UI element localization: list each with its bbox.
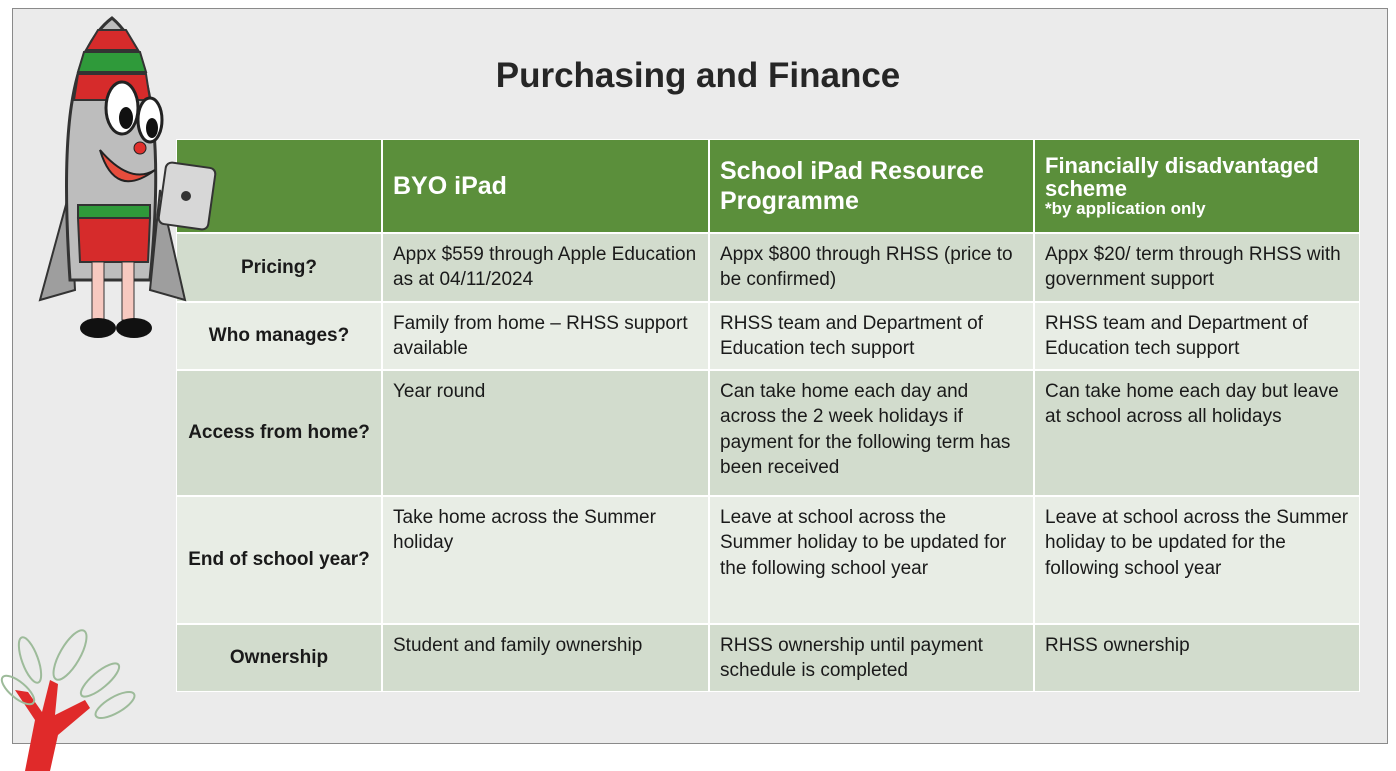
table-cell: RHSS team and Department of Education te… [710, 303, 1033, 369]
decoration [0, 16, 217, 771]
header-title: Financially disadvantaged scheme [1045, 152, 1319, 202]
rocket-stripe [77, 204, 151, 219]
leg [91, 261, 105, 321]
table-cell: Year round [383, 371, 708, 495]
table-cell: Family from home – RHSS support availabl… [383, 303, 708, 369]
header-note: *by application only [1045, 199, 1206, 219]
table-cell: RHSS ownership until payment schedule is… [710, 625, 1033, 691]
pupil [119, 107, 133, 129]
table-cell: RHSS ownership [1035, 625, 1359, 691]
header-cell: School iPad Resource Programme [710, 140, 1033, 232]
table-cell: Appx $800 through RHSS (price to be conf… [710, 234, 1033, 301]
table-cell: Student and family ownership [383, 625, 708, 691]
nose [133, 141, 147, 155]
table-cell: Can take home each day but leave at scho… [1035, 371, 1359, 495]
rocket-stripe [84, 29, 140, 51]
mouth [99, 149, 156, 183]
header-cell: BYO iPad [383, 140, 708, 232]
rocket-stripe [76, 217, 152, 263]
table-cell: Can take home each day and across the 2 … [710, 371, 1033, 495]
leaf [17, 636, 43, 684]
leaf [0, 674, 36, 706]
header-cell: Financially disadvantaged scheme *by appl… [1035, 140, 1359, 232]
table-cell: Leave at school across the Summer holida… [710, 497, 1033, 623]
row-label: Pricing? [177, 234, 381, 301]
leaf [79, 662, 121, 698]
hand [15, 680, 90, 771]
slide-title: Purchasing and Finance [495, 56, 901, 95]
rocket-stripe [76, 51, 148, 73]
comparison-table: BYO iPad School iPad Resource Programme … [176, 139, 1360, 692]
table-cell: Take home across the Summer holiday [383, 497, 708, 623]
leaf [52, 629, 88, 681]
leg [121, 261, 135, 321]
header-title: School iPad Resource Programme [720, 157, 984, 215]
table-cell: Appx $20/ term through RHSS with governm… [1035, 234, 1359, 301]
leaf [94, 691, 136, 719]
table-cell: Leave at school across the Summer holida… [1035, 497, 1359, 623]
shoe [116, 318, 152, 338]
table-cell: RHSS team and Department of Education te… [1035, 303, 1359, 369]
table-cell: Appx $559 through Apple Education as at … [383, 234, 708, 301]
apple-logo [181, 191, 191, 201]
row-label: Who manages? [177, 303, 381, 369]
header-title: BYO iPad [393, 172, 507, 200]
shoe [80, 318, 116, 338]
row-label: Access from home? [177, 371, 381, 495]
pupil [146, 118, 158, 138]
row-label: End of school year? [177, 497, 381, 623]
row-label: Ownership [177, 625, 381, 691]
